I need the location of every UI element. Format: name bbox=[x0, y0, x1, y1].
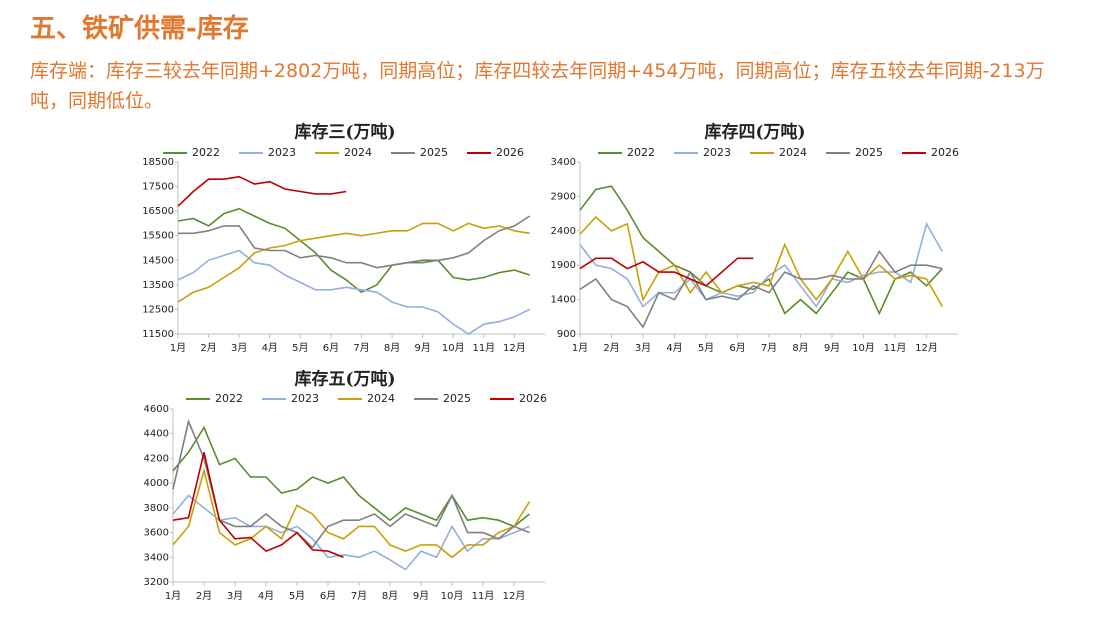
series-line bbox=[177, 175, 347, 207]
x-tick-label: 8月 bbox=[384, 342, 400, 354]
x-tick-label: 8月 bbox=[382, 590, 398, 602]
x-tick-label: 1月 bbox=[572, 342, 588, 354]
y-tick-label: 900 bbox=[557, 329, 576, 340]
y-tick-label: 3600 bbox=[144, 528, 169, 539]
series-line bbox=[579, 185, 943, 316]
y-tick-label: 3400 bbox=[551, 157, 576, 168]
legend-label: 2026 bbox=[496, 146, 524, 159]
series-line bbox=[172, 418, 530, 549]
page-title: 五、铁矿供需-库存 bbox=[30, 14, 249, 44]
legend-label: 2024 bbox=[367, 392, 395, 405]
x-tick-label: 11月 bbox=[472, 342, 495, 354]
legend-label: 2024 bbox=[344, 146, 372, 159]
y-tick-label: 12500 bbox=[142, 304, 174, 315]
x-tick-label: 10月 bbox=[852, 342, 875, 354]
x-tick-label: 4月 bbox=[258, 590, 274, 602]
series-line bbox=[177, 222, 530, 303]
legend-label: 2022 bbox=[627, 146, 655, 159]
x-tick-label: 11月 bbox=[884, 342, 907, 354]
y-tick-label: 4600 bbox=[144, 404, 169, 415]
series-line bbox=[172, 494, 530, 571]
x-tick-label: 10月 bbox=[441, 590, 464, 602]
y-tick-label: 1400 bbox=[551, 295, 576, 306]
x-tick-label: 3月 bbox=[635, 342, 651, 354]
legend-label: 2022 bbox=[192, 146, 220, 159]
legend-label: 2025 bbox=[855, 146, 883, 159]
x-tick-label: 9月 bbox=[413, 590, 429, 602]
x-tick-label: 1月 bbox=[170, 342, 186, 354]
legend-label: 2026 bbox=[519, 392, 547, 405]
x-tick-label: 10月 bbox=[442, 342, 465, 354]
x-tick-label: 6月 bbox=[729, 342, 745, 354]
x-tick-label: 3月 bbox=[227, 590, 243, 602]
y-tick-label: 14500 bbox=[142, 255, 174, 266]
x-tick-label: 3月 bbox=[231, 342, 247, 354]
y-tick-label: 13500 bbox=[142, 280, 174, 291]
x-tick-label: 12月 bbox=[915, 342, 938, 354]
legend-label: 2025 bbox=[420, 146, 448, 159]
series-line bbox=[178, 215, 531, 269]
legend-label: 2023 bbox=[291, 392, 319, 405]
x-tick-label: 7月 bbox=[353, 342, 369, 354]
x-tick-label: 11月 bbox=[472, 590, 495, 602]
legend-label: 2026 bbox=[931, 146, 959, 159]
series-line bbox=[177, 207, 530, 294]
x-tick-label: 2月 bbox=[200, 342, 216, 354]
x-tick-label: 7月 bbox=[351, 590, 367, 602]
y-tick-label: 3800 bbox=[144, 503, 169, 514]
x-tick-label: 1月 bbox=[165, 590, 181, 602]
page-subtitle: 库存端：库存三较去年同期+2802万吨，同期高位；库存四较去年同期+454万吨，… bbox=[30, 60, 1045, 112]
x-tick-label: 9月 bbox=[414, 342, 430, 354]
x-tick-label: 9月 bbox=[824, 342, 840, 354]
series-line bbox=[172, 467, 531, 559]
x-tick-label: 2月 bbox=[603, 342, 619, 354]
y-tick-label: 3400 bbox=[144, 552, 169, 563]
chart-title: 库存四(万吨) bbox=[704, 122, 805, 143]
x-tick-label: 6月 bbox=[323, 342, 339, 354]
x-tick-label: 5月 bbox=[698, 342, 714, 354]
x-tick-label: 5月 bbox=[292, 342, 308, 354]
y-tick-label: 16500 bbox=[142, 206, 174, 217]
x-tick-label: 2月 bbox=[196, 590, 212, 602]
y-tick-label: 11500 bbox=[142, 329, 174, 340]
x-tick-label: 8月 bbox=[792, 342, 808, 354]
chart-title: 库存三(万吨) bbox=[294, 122, 395, 143]
y-tick-label: 4400 bbox=[144, 429, 169, 440]
y-tick-label: 1900 bbox=[551, 260, 576, 271]
series-line bbox=[579, 215, 943, 307]
legend-label: 2023 bbox=[268, 146, 296, 159]
x-tick-label: 7月 bbox=[761, 342, 777, 354]
y-tick-label: 17500 bbox=[142, 182, 174, 193]
x-tick-label: 6月 bbox=[320, 590, 336, 602]
x-tick-label: 4月 bbox=[666, 342, 682, 354]
legend-label: 2022 bbox=[215, 392, 243, 405]
x-tick-label: 5月 bbox=[289, 590, 305, 602]
series-line bbox=[579, 249, 943, 329]
y-tick-label: 18500 bbox=[142, 157, 174, 168]
series-line bbox=[172, 425, 530, 528]
y-tick-label: 4000 bbox=[144, 478, 169, 489]
x-tick-label: 12月 bbox=[503, 342, 526, 354]
x-tick-label: 12月 bbox=[503, 590, 526, 602]
legend-label: 2025 bbox=[443, 392, 471, 405]
x-tick-label: 4月 bbox=[262, 342, 278, 354]
y-tick-label: 4200 bbox=[144, 453, 169, 464]
y-tick-label: 15500 bbox=[142, 231, 174, 242]
y-tick-label: 2900 bbox=[551, 191, 576, 202]
series-line bbox=[177, 249, 531, 335]
legend-label: 2023 bbox=[703, 146, 731, 159]
y-tick-label: 3200 bbox=[144, 577, 169, 588]
series-line bbox=[579, 257, 754, 287]
series-line bbox=[172, 452, 344, 559]
legend-label: 2024 bbox=[779, 146, 807, 159]
y-tick-label: 2400 bbox=[551, 226, 576, 237]
chart-title: 库存五(万吨) bbox=[294, 369, 395, 390]
